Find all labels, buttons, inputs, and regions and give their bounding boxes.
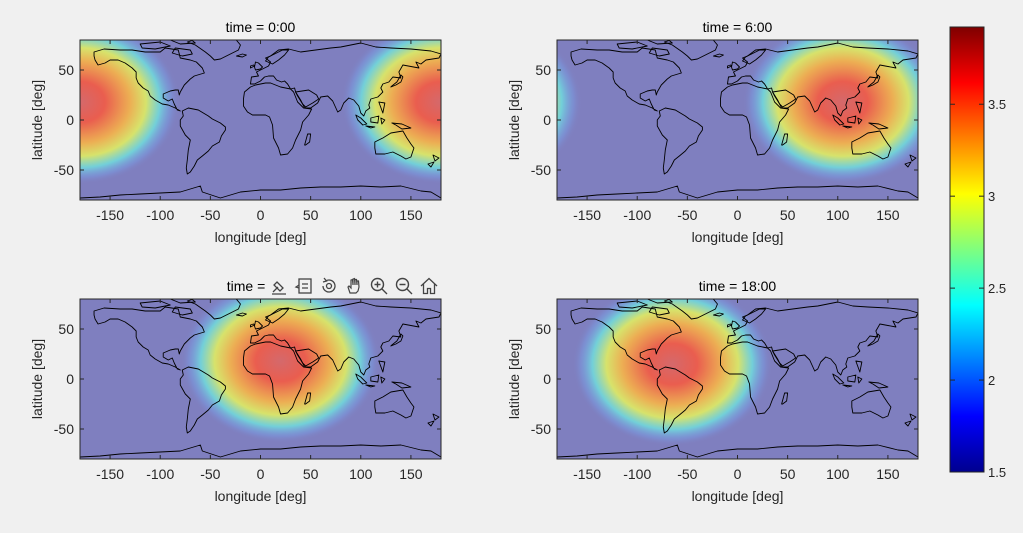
zoom-out-icon — [395, 277, 413, 295]
axes-toolbar — [268, 274, 440, 298]
x-axis-label: longitude [deg] — [692, 488, 784, 504]
map-panel-4[interactable]: -150 -100 -50 0 50 100 150 -50 0 50 time = 18:00 lo… — [211, 278, 1023, 504]
colorbar-tick-label: 2 — [988, 373, 995, 388]
x-tick-label: 100 — [826, 466, 850, 482]
data-tips-icon — [294, 278, 312, 294]
y-axis-label: latitude [deg] — [29, 80, 45, 160]
x-tick-label: 0 — [734, 207, 742, 223]
colorbar-gradient — [949, 26, 985, 473]
x-tick-label: 50 — [780, 466, 796, 482]
y-tick-label: -50 — [531, 162, 551, 178]
y-tick-label: -50 — [54, 421, 74, 437]
zoom-out-button[interactable] — [393, 275, 415, 297]
colorbar: 1.5 2 2.5 3 3.5 — [949, 26, 1006, 480]
x-tick-label: 0 — [257, 207, 265, 223]
colorbar-tick-label: 3.5 — [988, 97, 1006, 112]
x-tick-label: 50 — [303, 207, 319, 223]
y-axis-label: latitude [deg] — [506, 339, 522, 419]
x-tick-label: 150 — [876, 466, 900, 482]
x-tick-label: -100 — [146, 466, 174, 482]
y-tick-label: 50 — [58, 62, 74, 78]
heat-region — [557, 47, 582, 157]
heat-region — [341, 40, 441, 184]
x-tick-label: -150 — [96, 207, 124, 223]
rotate-3d-button[interactable] — [318, 275, 340, 297]
x-tick-label: 50 — [780, 207, 796, 223]
restore-view-button[interactable] — [418, 275, 440, 297]
x-tick-label: 150 — [399, 207, 423, 223]
x-tick-label: 0 — [257, 466, 265, 482]
y-tick-label: 0 — [66, 112, 74, 128]
x-tick-label: -150 — [96, 466, 124, 482]
y-tick-label: -50 — [531, 421, 551, 437]
heat-region — [0, 279, 20, 443]
data-tips-button[interactable] — [293, 275, 315, 297]
brush-button[interactable] — [268, 275, 290, 297]
x-axis-label: longitude [deg] — [692, 229, 784, 245]
x-tick-label: -50 — [677, 207, 697, 223]
heat-region — [742, 40, 918, 184]
x-tick-label: 100 — [349, 207, 373, 223]
map-panel-1[interactable]: -150 -100 -50 0 50 100 150 -50 0 50 time = 0:00 lon… — [0, 19, 902, 245]
heat-region — [572, 299, 773, 446]
x-tick-label: 150 — [876, 207, 900, 223]
x-axis-label: longitude [deg] — [215, 229, 307, 245]
heat-region — [80, 40, 180, 184]
x-tick-label: 50 — [303, 466, 319, 482]
colorbar-tick-label: 3 — [988, 189, 995, 204]
x-tick-label: -100 — [146, 207, 174, 223]
map-panel-2[interactable]: -150 -100 -50 0 50 100 150 -50 0 50 time = 6:00 lon… — [382, 19, 1023, 245]
y-tick-label: 0 — [543, 112, 551, 128]
y-tick-label: 0 — [66, 371, 74, 387]
x-tick-label: -100 — [623, 466, 651, 482]
y-axis-label: latitude [deg] — [506, 80, 522, 160]
x-tick-label: 0 — [734, 466, 742, 482]
x-tick-label: -150 — [573, 207, 601, 223]
zoom-in-button[interactable] — [368, 275, 390, 297]
panel-title: time = 0:00 — [226, 19, 296, 35]
y-tick-label: 50 — [535, 321, 551, 337]
x-tick-label: -50 — [200, 207, 220, 223]
colorbar-tick-label: 2.5 — [988, 281, 1006, 296]
heat-region — [180, 299, 381, 443]
colorbar-tick-label: 1.5 — [988, 465, 1006, 480]
x-tick-label: -50 — [200, 466, 220, 482]
x-tick-label: 100 — [826, 207, 850, 223]
x-tick-label: -50 — [677, 466, 697, 482]
y-tick-label: 50 — [535, 62, 551, 78]
x-tick-label: -100 — [623, 207, 651, 223]
y-axis-label: latitude [deg] — [29, 339, 45, 419]
rotate-3d-icon — [322, 277, 336, 293]
x-tick-label: -150 — [573, 466, 601, 482]
brush-icon — [272, 281, 286, 295]
pan-hand-icon — [347, 277, 360, 294]
zoom-in-icon — [370, 277, 388, 295]
home-icon — [420, 277, 438, 295]
panel-title: time = 18:00 — [699, 278, 777, 294]
x-tick-label: 100 — [349, 466, 373, 482]
y-tick-label: -50 — [54, 162, 74, 178]
y-tick-label: 50 — [58, 321, 74, 337]
pan-button[interactable] — [343, 275, 365, 297]
x-tick-label: 150 — [399, 466, 423, 482]
panel-title: time = 6:00 — [703, 19, 773, 35]
y-tick-label: 0 — [543, 371, 551, 387]
panel-title: time = — [227, 278, 266, 294]
x-axis-label: longitude [deg] — [215, 488, 307, 504]
map-panel-3[interactable]: -150 -100 -50 0 50 100 150 -50 0 50 time = longitu… — [0, 278, 742, 504]
